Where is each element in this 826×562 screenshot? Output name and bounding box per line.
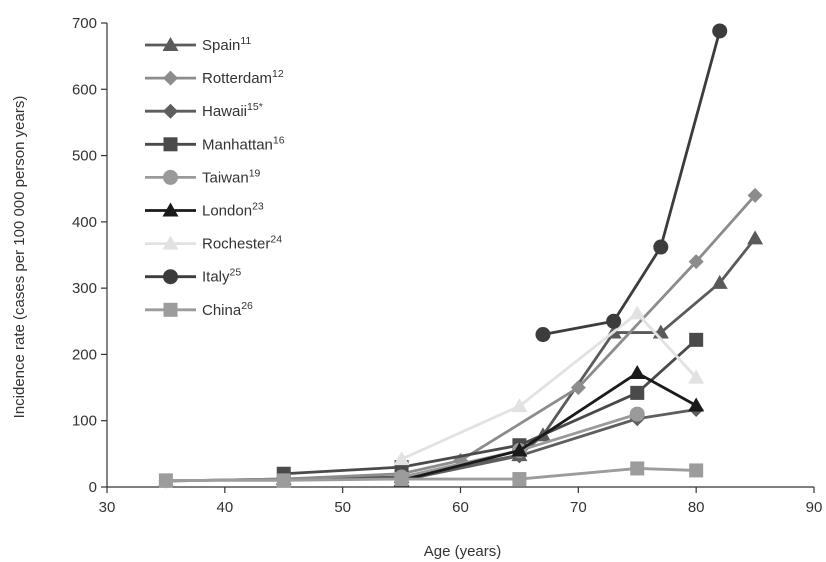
data-point-italy bbox=[712, 23, 728, 39]
data-point-taiwan bbox=[629, 406, 645, 422]
series-italy bbox=[535, 23, 728, 343]
legend-ref-china: 26 bbox=[241, 300, 253, 312]
legend-item-rotterdam: Rotterdam12 bbox=[145, 68, 284, 87]
data-point-china bbox=[512, 472, 527, 487]
legend-item-italy: Italy25 bbox=[145, 267, 241, 286]
series-line-london bbox=[401, 371, 697, 482]
legend-label-london: London23 bbox=[202, 201, 264, 220]
x-tick-label: 70 bbox=[570, 499, 587, 516]
series-rotterdam bbox=[158, 187, 763, 489]
data-point-manhattan bbox=[630, 385, 645, 400]
x-tick-label: 80 bbox=[688, 499, 705, 516]
legend-ref-manhattan: 16 bbox=[273, 134, 285, 146]
data-point-rochester bbox=[688, 369, 705, 384]
x-axis-title: Age (years) bbox=[424, 543, 502, 560]
legend-item-china: China26 bbox=[145, 300, 253, 319]
legend-marker-china bbox=[163, 302, 178, 317]
legend-label-hawaii: Hawaii15* bbox=[202, 101, 263, 120]
x-tick-label: 60 bbox=[452, 499, 469, 516]
x-tick-label: 40 bbox=[216, 499, 233, 516]
legend-item-hawaii: Hawaii15* bbox=[145, 101, 263, 120]
series-line-manhattan bbox=[283, 338, 698, 476]
legend-ref-london: 23 bbox=[252, 201, 264, 213]
legend-item-rochester: Rochester24 bbox=[145, 234, 282, 253]
legend-marker-italy bbox=[163, 269, 178, 285]
legend-item-london: London23 bbox=[145, 201, 264, 220]
data-point-london bbox=[629, 364, 646, 379]
series-rochester bbox=[393, 305, 705, 466]
data-point-rochester bbox=[511, 398, 528, 413]
legend-marker-hawaii bbox=[163, 103, 178, 119]
series-hawaii bbox=[394, 401, 704, 488]
series-line-italy bbox=[542, 30, 722, 336]
legend-item-taiwan: Taiwan19 bbox=[145, 167, 261, 186]
data-point-rochester bbox=[393, 451, 410, 466]
legend-ref-taiwan: 19 bbox=[249, 167, 261, 179]
y-tick-label: 300 bbox=[72, 280, 97, 297]
series-spain bbox=[157, 230, 764, 488]
data-point-rotterdam bbox=[688, 254, 704, 270]
series-china bbox=[158, 461, 704, 488]
data-point-italy bbox=[606, 313, 622, 329]
legend-ref-italy: 25 bbox=[230, 267, 242, 279]
series-line-rochester bbox=[401, 311, 698, 461]
legend-label-taiwan: Taiwan19 bbox=[202, 167, 261, 186]
x-tick-label: 50 bbox=[334, 499, 351, 516]
legend-label-rochester: Rochester24 bbox=[202, 234, 282, 253]
data-point-china bbox=[394, 472, 409, 487]
legend-ref-rochester: 24 bbox=[270, 234, 282, 246]
y-tick-label: 0 bbox=[89, 479, 97, 496]
data-point-spain bbox=[711, 274, 728, 289]
y-tick-label: 100 bbox=[72, 413, 97, 430]
legend-item-manhattan: Manhattan16 bbox=[145, 134, 285, 153]
legend-marker-london bbox=[162, 202, 179, 217]
legend-label-china: China26 bbox=[202, 300, 253, 319]
data-point-rotterdam bbox=[570, 380, 586, 396]
legend-ref-hawaii: 15* bbox=[247, 101, 263, 113]
y-tick-label: 400 bbox=[72, 214, 97, 231]
series-line-china bbox=[165, 467, 697, 482]
legend-marker-spain bbox=[162, 37, 179, 51]
y-axis-title: Incidence rate (cases per 100 000 person… bbox=[11, 96, 28, 419]
y-tick-label: 700 bbox=[72, 15, 97, 32]
legend-label-manhattan: Manhattan16 bbox=[202, 134, 285, 153]
legend-item-spain: Spain11 bbox=[145, 35, 251, 54]
data-point-rotterdam bbox=[747, 187, 763, 203]
y-tick-label: 600 bbox=[72, 81, 97, 98]
data-point-london bbox=[688, 397, 705, 412]
y-tick-label: 200 bbox=[72, 346, 97, 363]
legend-label-spain: Spain11 bbox=[202, 35, 251, 54]
x-tick-label: 30 bbox=[99, 499, 116, 516]
data-point-china bbox=[630, 461, 645, 476]
series-layer bbox=[157, 23, 764, 489]
legend-marker-taiwan bbox=[163, 169, 178, 185]
data-point-spain bbox=[747, 230, 764, 245]
legend-marker-rotterdam bbox=[163, 70, 178, 86]
data-point-italy bbox=[653, 239, 669, 255]
legend-marker-rochester bbox=[162, 235, 179, 250]
series-line-hawaii bbox=[401, 408, 697, 482]
legend-label-rotterdam: Rotterdam12 bbox=[202, 68, 284, 87]
data-point-china bbox=[276, 473, 291, 488]
series-line-spain bbox=[165, 237, 757, 483]
data-point-italy bbox=[535, 327, 551, 343]
data-point-manhattan bbox=[689, 332, 704, 347]
legend: Spain11 Rotterdam12 Hawaii15* Manhattan16 Ta… bbox=[145, 35, 285, 319]
legend-ref-rotterdam: 12 bbox=[272, 68, 284, 80]
x-tick-label: 90 bbox=[806, 499, 823, 516]
data-point-china bbox=[689, 463, 704, 478]
axes: 0 100 200 300 400 500 600 700 30 40 50 60 70 80 90 bbox=[72, 15, 822, 516]
data-point-china bbox=[158, 473, 173, 488]
data-point-london bbox=[511, 442, 528, 457]
data-point-rochester bbox=[629, 305, 646, 320]
y-tick-label: 500 bbox=[72, 148, 97, 165]
legend-label-italy: Italy25 bbox=[202, 267, 241, 286]
legend-ref-spain: 11 bbox=[240, 35, 251, 47]
legend-marker-manhattan bbox=[163, 137, 178, 152]
